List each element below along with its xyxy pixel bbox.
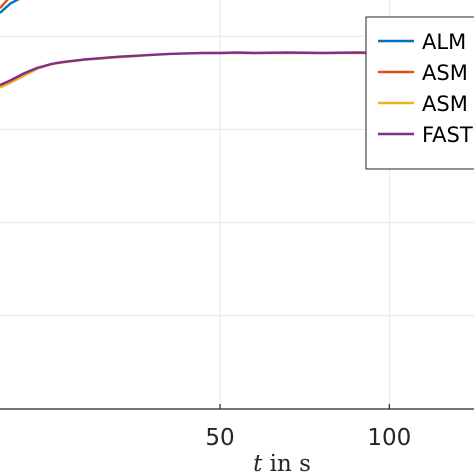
legend-label-0: ALM bbox=[422, 30, 466, 54]
legend-label-1: ASM bbox=[422, 61, 468, 85]
x-tick-label-1: 100 bbox=[367, 425, 411, 451]
x-axis-label-rest: in s bbox=[262, 451, 311, 474]
x-axis-label: t in s bbox=[253, 451, 311, 474]
legend-label-3: FAST bbox=[422, 123, 473, 147]
series-line-3 bbox=[0, 51, 474, 87]
series-lines bbox=[0, 0, 474, 89]
x-tick-labels: 50 100 bbox=[205, 404, 411, 451]
x-axis-label-var: t bbox=[253, 451, 263, 474]
x-tick-label-0: 50 bbox=[205, 425, 234, 451]
legend-box bbox=[365, 16, 474, 170]
legend: ALM ASM ASM FAST bbox=[365, 16, 474, 170]
legend-label-2: ASM bbox=[422, 92, 468, 116]
